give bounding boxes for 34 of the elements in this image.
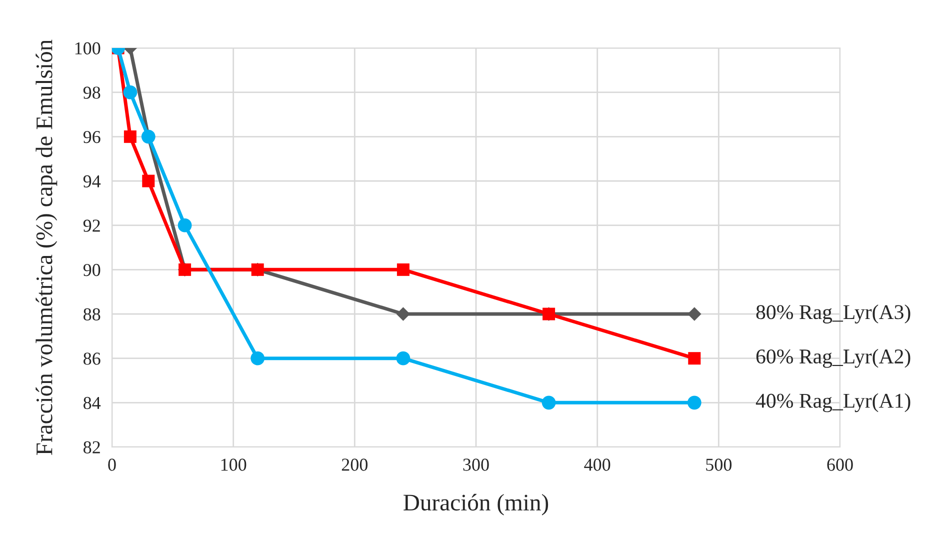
point — [178, 218, 192, 232]
y-tick-label: 88 — [84, 308, 100, 320]
y-tick-label: 96 — [83, 130, 100, 144]
x-tick-label: 300 — [463, 458, 489, 471]
text: 40% Rag_Lyr(A1) — [756, 393, 910, 412]
point — [688, 307, 702, 321]
text: 60% Rag_Lyr(A2) — [756, 348, 910, 368]
point — [396, 351, 410, 366]
y-tick-label: 92 — [83, 220, 100, 232]
x-tick-label: 200 — [342, 458, 368, 471]
y-tick-label: 82 — [84, 441, 100, 454]
x-tick-label: 0 — [108, 458, 116, 471]
point — [542, 396, 556, 410]
point — [124, 130, 136, 143]
y-tick-label: 98 — [83, 86, 100, 99]
x-tick-label: 400 — [584, 458, 610, 471]
point — [687, 396, 702, 410]
point — [688, 352, 701, 365]
x-tick-label: 500 — [706, 458, 732, 471]
y-tick-label: 86 — [84, 352, 100, 365]
y-axis-title: Fracción volumétrica (%) capa de Emulsión — [36, 40, 58, 455]
point — [250, 351, 265, 366]
y-tick-label: 84 — [84, 396, 101, 410]
point — [142, 174, 155, 188]
x-tick-label: 100 — [221, 458, 246, 471]
point — [396, 263, 410, 276]
point — [123, 85, 138, 100]
x-axis-title: Duración (min) — [404, 494, 548, 516]
x-tick-label: 600 — [827, 458, 853, 471]
y-tick-label: 100 — [75, 42, 100, 54]
text: 80% Rag_Lyr(A3) — [756, 304, 910, 324]
y-tick-label: 94 — [83, 175, 101, 188]
y-tick-label: 90 — [83, 264, 100, 276]
point — [396, 307, 410, 321]
